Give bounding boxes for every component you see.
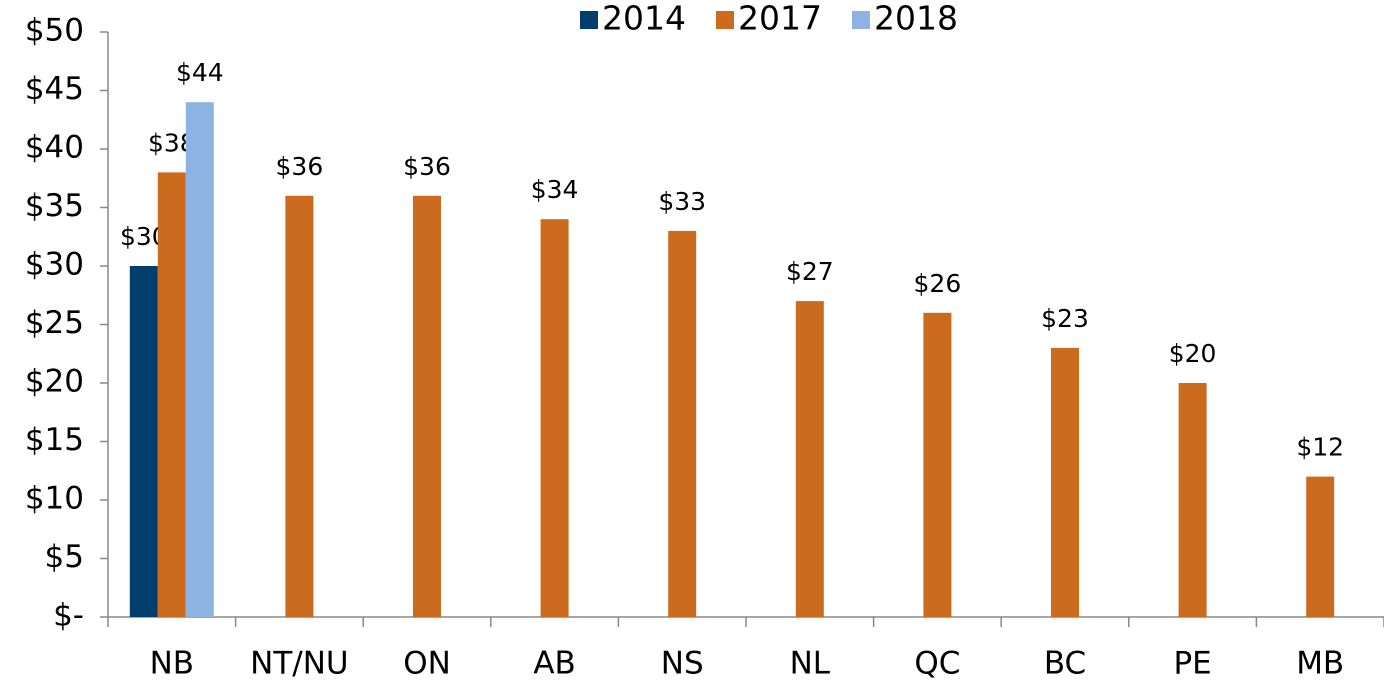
x-tick-label: QC xyxy=(914,646,960,682)
bar xyxy=(795,301,824,617)
y-tick-label: $45 xyxy=(25,71,84,107)
x-tick-label: NL xyxy=(790,646,831,682)
x-tick-label: BC xyxy=(1044,646,1086,682)
y-tick-label: $- xyxy=(53,598,84,634)
data-label: $26 xyxy=(914,269,962,298)
bar xyxy=(157,172,186,617)
legend-label: 2017 xyxy=(738,0,822,38)
data-label: $44 xyxy=(176,58,224,87)
data-label: $12 xyxy=(1296,433,1344,462)
y-tick-label: $5 xyxy=(45,539,84,575)
legend-swatch xyxy=(580,11,598,29)
y-tick-label: $25 xyxy=(25,305,84,341)
y-tick-label: $40 xyxy=(25,130,84,166)
x-tick-label: AB xyxy=(533,646,575,682)
data-label: $36 xyxy=(403,152,451,181)
bar xyxy=(923,312,952,617)
data-label: $34 xyxy=(531,175,579,204)
legend-swatch xyxy=(851,11,870,29)
y-tick-label: $10 xyxy=(25,481,84,517)
bar xyxy=(668,230,697,617)
bar xyxy=(413,195,441,618)
y-tick-label: $20 xyxy=(25,364,84,400)
legend-label: 2018 xyxy=(874,0,958,38)
x-tick-label: NS xyxy=(661,646,704,682)
y-tick-label: $15 xyxy=(25,422,84,458)
data-label: $36 xyxy=(276,152,324,181)
x-tick-label: PE xyxy=(1173,646,1211,682)
data-label: $33 xyxy=(658,187,706,216)
bar xyxy=(1051,347,1079,617)
x-tick-label: NT/NU xyxy=(250,646,348,682)
data-label: $20 xyxy=(1169,339,1217,368)
bar xyxy=(1178,383,1207,617)
bar xyxy=(129,266,158,617)
bar xyxy=(185,102,214,617)
bar xyxy=(1306,476,1335,617)
data-label: $27 xyxy=(786,257,834,286)
x-tick-label: MB xyxy=(1296,646,1344,682)
legend-swatch xyxy=(715,11,734,29)
y-tick-label: $35 xyxy=(25,188,84,224)
y-tick-label: $30 xyxy=(25,247,84,283)
legend-label: 2014 xyxy=(602,0,686,38)
bar xyxy=(285,195,314,618)
bar xyxy=(540,219,569,617)
x-tick-label: NB xyxy=(150,646,194,682)
data-label: $23 xyxy=(1041,304,1089,333)
y-tick-label: $50 xyxy=(25,13,84,49)
x-tick-label: ON xyxy=(403,646,451,682)
